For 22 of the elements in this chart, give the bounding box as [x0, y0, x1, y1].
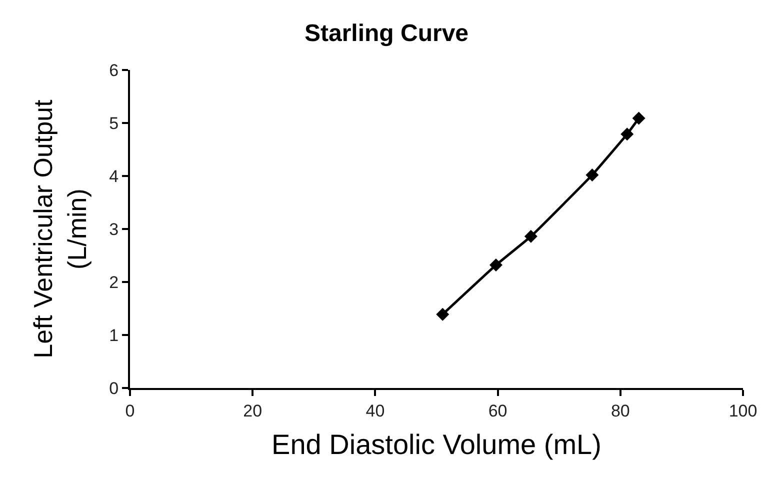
y-tick-label: 0: [109, 378, 119, 398]
x-tick-label: 80: [610, 401, 630, 420]
chart-title: Starling Curve: [304, 20, 469, 47]
y-tick-label: 5: [109, 114, 119, 133]
point: [489, 258, 502, 272]
y-tick-label: 2: [109, 272, 119, 292]
point: [524, 230, 538, 243]
y-tick-label: 6: [109, 60, 119, 80]
y-axis-title: Left Ventricular Output (L/min): [28, 98, 92, 358]
point: [586, 168, 599, 182]
y-tick-label: 1: [109, 326, 119, 345]
y-tick-label: 4: [109, 166, 119, 186]
point: [620, 128, 634, 141]
point: [632, 112, 646, 125]
x-tick-label: 40: [366, 401, 385, 420]
x-tick-label: 0: [125, 401, 135, 420]
y-tick-label: 3: [109, 220, 119, 239]
x-tick-label: 100: [728, 401, 758, 420]
point: [436, 308, 450, 321]
x-axis-title: End Diastolic Volume (mL): [272, 429, 602, 460]
x-tick-label: 20: [243, 401, 262, 420]
x-tick-label: 60: [488, 401, 508, 420]
